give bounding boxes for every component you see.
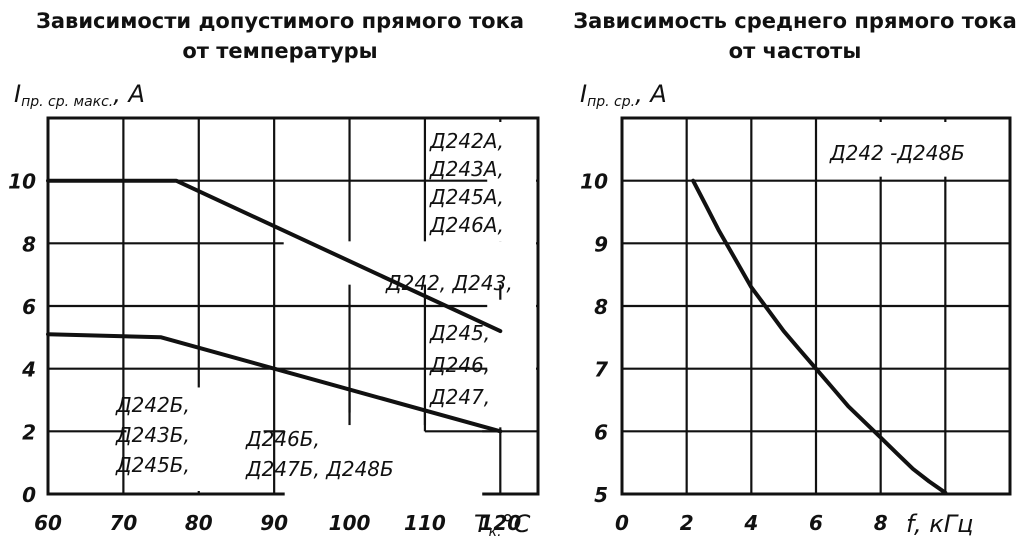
label-box	[284, 425, 483, 498]
y-tick-label: 6	[22, 295, 36, 319]
chart-frequency: Зависимость среднего прямого тока от час…	[560, 0, 1024, 552]
x-tick-label: 6	[809, 511, 823, 535]
series-line	[46, 332, 503, 434]
chart-title: Зависимости допустимого прямого тока от …	[35, 9, 525, 63]
label-box	[487, 122, 536, 242]
annotation-label: Д246Б,	[245, 427, 320, 451]
y-tick-label: 5	[594, 483, 608, 507]
x-tick-label: 8	[874, 511, 888, 535]
y-tick-label: 0	[22, 483, 36, 507]
annotation-label: Д247Б, Д248Б	[245, 457, 394, 481]
x-tick-label: 120	[479, 511, 521, 535]
series-line	[691, 178, 948, 495]
x-tick-label: 0	[615, 511, 629, 535]
annotation-label: Д242А,	[429, 129, 504, 153]
series-line	[46, 178, 503, 334]
annotation-label: Д242 -Д248Б	[829, 141, 965, 165]
annotation-label: Д243А,	[429, 157, 504, 181]
x-tick-label: 2	[680, 511, 694, 535]
plot-frame	[620, 116, 1012, 496]
x-axis-label: Tк.°C	[474, 510, 531, 540]
annotation-label: Д245,	[429, 321, 490, 345]
y-axis-label: Iпр. ср. макс., A	[14, 80, 145, 110]
x-tick-label: 60	[34, 511, 62, 535]
y-tick-label: 10	[8, 170, 36, 194]
y-axis-label: Iпр. ср., A	[580, 80, 667, 110]
x-axis-label: f, кГц	[906, 510, 974, 538]
annotation-label: Д242Б,	[115, 393, 190, 417]
chart-title: Зависимость среднего прямого тока от час…	[573, 9, 1017, 63]
y-tick-label: 10	[580, 170, 608, 194]
x-tick-label: 100	[329, 511, 371, 535]
annotation-label: Д247,	[429, 385, 490, 409]
y-tick-label: 8	[594, 295, 608, 319]
chart-temperature: Зависимости допустимого прямого тока от …	[8, 9, 540, 540]
y-tick-label: 4	[21, 358, 36, 382]
x-tick-label: 90	[260, 511, 288, 535]
y-tick-label: 8	[22, 232, 36, 256]
label-box	[126, 387, 264, 491]
x-tick-label: 80	[185, 511, 213, 535]
annotation-label: Д246А,	[429, 213, 504, 237]
y-tick-label: 9	[594, 232, 608, 256]
y-tick-label: 2	[22, 420, 36, 444]
annotation-label: Д245А,	[429, 185, 504, 209]
annotation-label: Д243Б,	[115, 423, 190, 447]
label-box	[820, 122, 1006, 177]
x-tick-label: 4	[743, 511, 758, 535]
chart-temperature-plot: 0 2 4 6 8 10 60 70 80 90 100 110 120 Iпр. ср. макс., …	[8, 80, 540, 540]
y-tick-label: 6	[594, 420, 608, 444]
label-box	[487, 299, 536, 428]
chart-frequency-plot: 5 6 7 8 9 10 0 2 4 6 8 Iпр. ср., A f, кГц Д242 -Д248Б	[580, 80, 1012, 538]
x-tick-label: 70	[109, 511, 137, 535]
annotation-label: Д242, Д243,	[385, 271, 513, 295]
y-tick-label: 7	[594, 358, 608, 382]
annotation-label: Д246,	[429, 353, 490, 377]
x-tick-label: 110	[404, 511, 446, 535]
annotation-label: Д245Б,	[115, 453, 190, 477]
